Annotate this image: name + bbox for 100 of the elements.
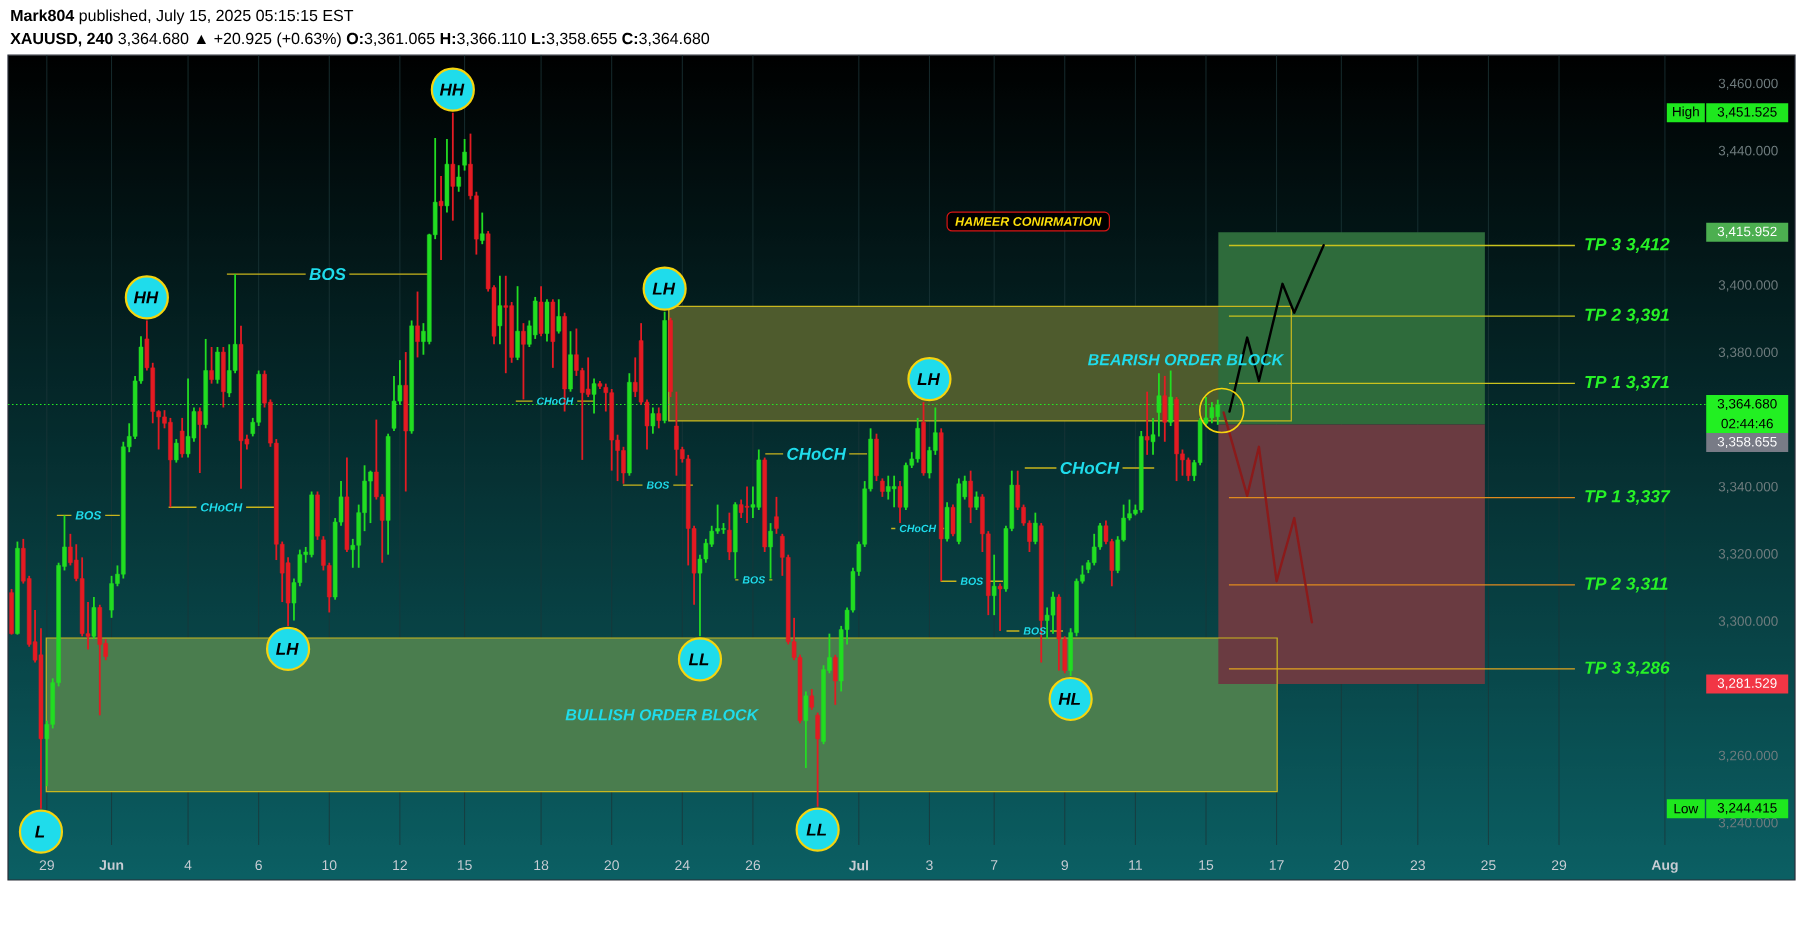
annotation: Low: [1674, 803, 1699, 814]
x-tick-label: 4: [184, 860, 192, 870]
text: 3,451.525: [1717, 107, 1777, 119]
x-tick-label: 23: [1410, 860, 1425, 871]
candlestick: [415, 290, 420, 359]
ref-line-label: BOS: [309, 268, 346, 281]
ref-line-label: TP 1 3,371: [1585, 375, 1669, 391]
annotation: LL: [688, 653, 709, 666]
candlestick: [9, 588, 14, 636]
y-tick-label: 3,460.000: [1718, 78, 1778, 90]
candlestick: [497, 274, 503, 346]
x-tick-label: 12: [393, 860, 407, 870]
y-tick-label: 3,320.000: [1718, 549, 1778, 561]
candlestick: [944, 501, 950, 543]
candlestick: [209, 346, 214, 385]
candlestick: [974, 490, 979, 511]
chart-title: Mark804 published, July 15, 2025 05:15:15 EST: [11, 9, 354, 25]
x-tick-label: 20: [1334, 860, 1349, 871]
x-tick-label: 29: [1551, 860, 1567, 871]
ref-line-label: TP 1 3,337: [1585, 490, 1671, 506]
candlestick: [1150, 417, 1156, 456]
annotation: HH: [133, 291, 159, 304]
x-tick-label: 18: [534, 860, 549, 871]
candlestick: [803, 690, 809, 769]
candlestick: [774, 495, 779, 535]
x-tick-label: 17: [1269, 860, 1284, 870]
candlestick: [444, 138, 450, 214]
candlestick: [521, 322, 526, 401]
candlestick: [215, 346, 220, 385]
candlestick: [591, 377, 597, 415]
candlestick: [597, 380, 603, 390]
x-tick-label: 29: [39, 860, 54, 871]
candlestick: [538, 285, 544, 338]
ref-line-label: BOS: [960, 577, 984, 585]
x-tick-label: Jun: [99, 860, 124, 870]
x-tick-label: 10: [322, 860, 337, 871]
candlestick: [550, 298, 556, 369]
x-tick-label: 6: [255, 860, 262, 871]
y-tick-label: 3,240.000: [1718, 817, 1778, 830]
ref-line-label: TP 2 3,391: [1585, 308, 1669, 324]
x-tick-label: 7: [990, 860, 998, 870]
x-tick-label: 15: [457, 860, 472, 870]
x-tick-label: 24: [675, 860, 690, 870]
x-tick-label: 25: [1481, 860, 1496, 871]
annotation: HL: [1058, 693, 1080, 705]
candlestick: [438, 175, 444, 261]
text: 3,281.529: [1717, 678, 1777, 690]
ref-line-label: TP 2 3,311: [1585, 577, 1668, 593]
ref-line-label: BOS: [75, 511, 102, 520]
annotation: LH: [917, 373, 941, 385]
candlestick: [515, 285, 520, 362]
annotation: LH: [652, 282, 676, 295]
candlestick: [344, 456, 350, 553]
candlestick: [921, 401, 926, 477]
ref-line-label: TP 3 3,412: [1585, 238, 1670, 253]
ref-line-label: CHoCH: [787, 447, 847, 460]
y-tick-label: 3,380.000: [1718, 347, 1778, 359]
ref-line-label: BOS: [646, 481, 670, 489]
x-tick-label: 26: [745, 860, 761, 871]
ref-line-label: CHoCH: [200, 503, 243, 512]
y-tick-label: 3,340.000: [1718, 481, 1778, 494]
candlestick: [1156, 372, 1162, 438]
y-tick-label: 3,260.000: [1718, 750, 1778, 762]
text: XAUUSD, 240 3,364.680 ▲ +20.925 (+0.63%) O:3,361.065 H:3,366.110 L:3,358.655 C:3,364.680: [10, 32, 710, 48]
text: 3,358.655: [1717, 436, 1777, 449]
candlestick: [768, 522, 773, 580]
candlestick: [1144, 390, 1150, 456]
candlestick: [462, 138, 467, 172]
y-tick-label: 3,400.000: [1718, 280, 1778, 292]
candlestick: [650, 406, 656, 435]
candlestick: [544, 298, 550, 343]
annotation: HH: [439, 83, 465, 96]
x-tick-label: 9: [1061, 860, 1068, 871]
text: 3,415.952: [1717, 226, 1777, 238]
candlestick: [91, 596, 97, 640]
ref-line-label: 3,364.680: [1717, 398, 1777, 411]
x-tick-label: 11: [1129, 860, 1142, 870]
y-tick-label: 3,440.000: [1718, 145, 1778, 158]
annotation: LL: [806, 823, 827, 836]
ref-line-label: TP 3 3,286: [1585, 661, 1670, 677]
y-tick-label: 3,300.000: [1718, 616, 1778, 628]
candlestick: [897, 480, 903, 524]
ref-line-label: BOS: [742, 576, 766, 584]
annotation: L: [35, 825, 45, 838]
x-tick-label: Jul: [848, 860, 868, 871]
ref-line-label: CHoCH: [1060, 461, 1120, 474]
annotation: HAMEER CONIRMATION: [955, 217, 1102, 226]
text: 02:44:46: [1721, 418, 1773, 429]
text: 3,244.415: [1717, 803, 1777, 815]
candlestick: [568, 330, 573, 393]
x-tick-label: 3: [926, 860, 933, 871]
x-tick-label: 20: [604, 860, 619, 871]
candlestick: [997, 582, 1003, 632]
x-tick-label: Aug: [1651, 860, 1678, 873]
annotation: High: [1673, 106, 1699, 119]
band-label: BULLISH ORDER BLOCK: [565, 709, 760, 721]
candlestick: [315, 490, 320, 541]
candlestick: [874, 432, 879, 482]
annotation: LH: [276, 643, 299, 655]
x-tick-label: 15: [1199, 860, 1214, 870]
